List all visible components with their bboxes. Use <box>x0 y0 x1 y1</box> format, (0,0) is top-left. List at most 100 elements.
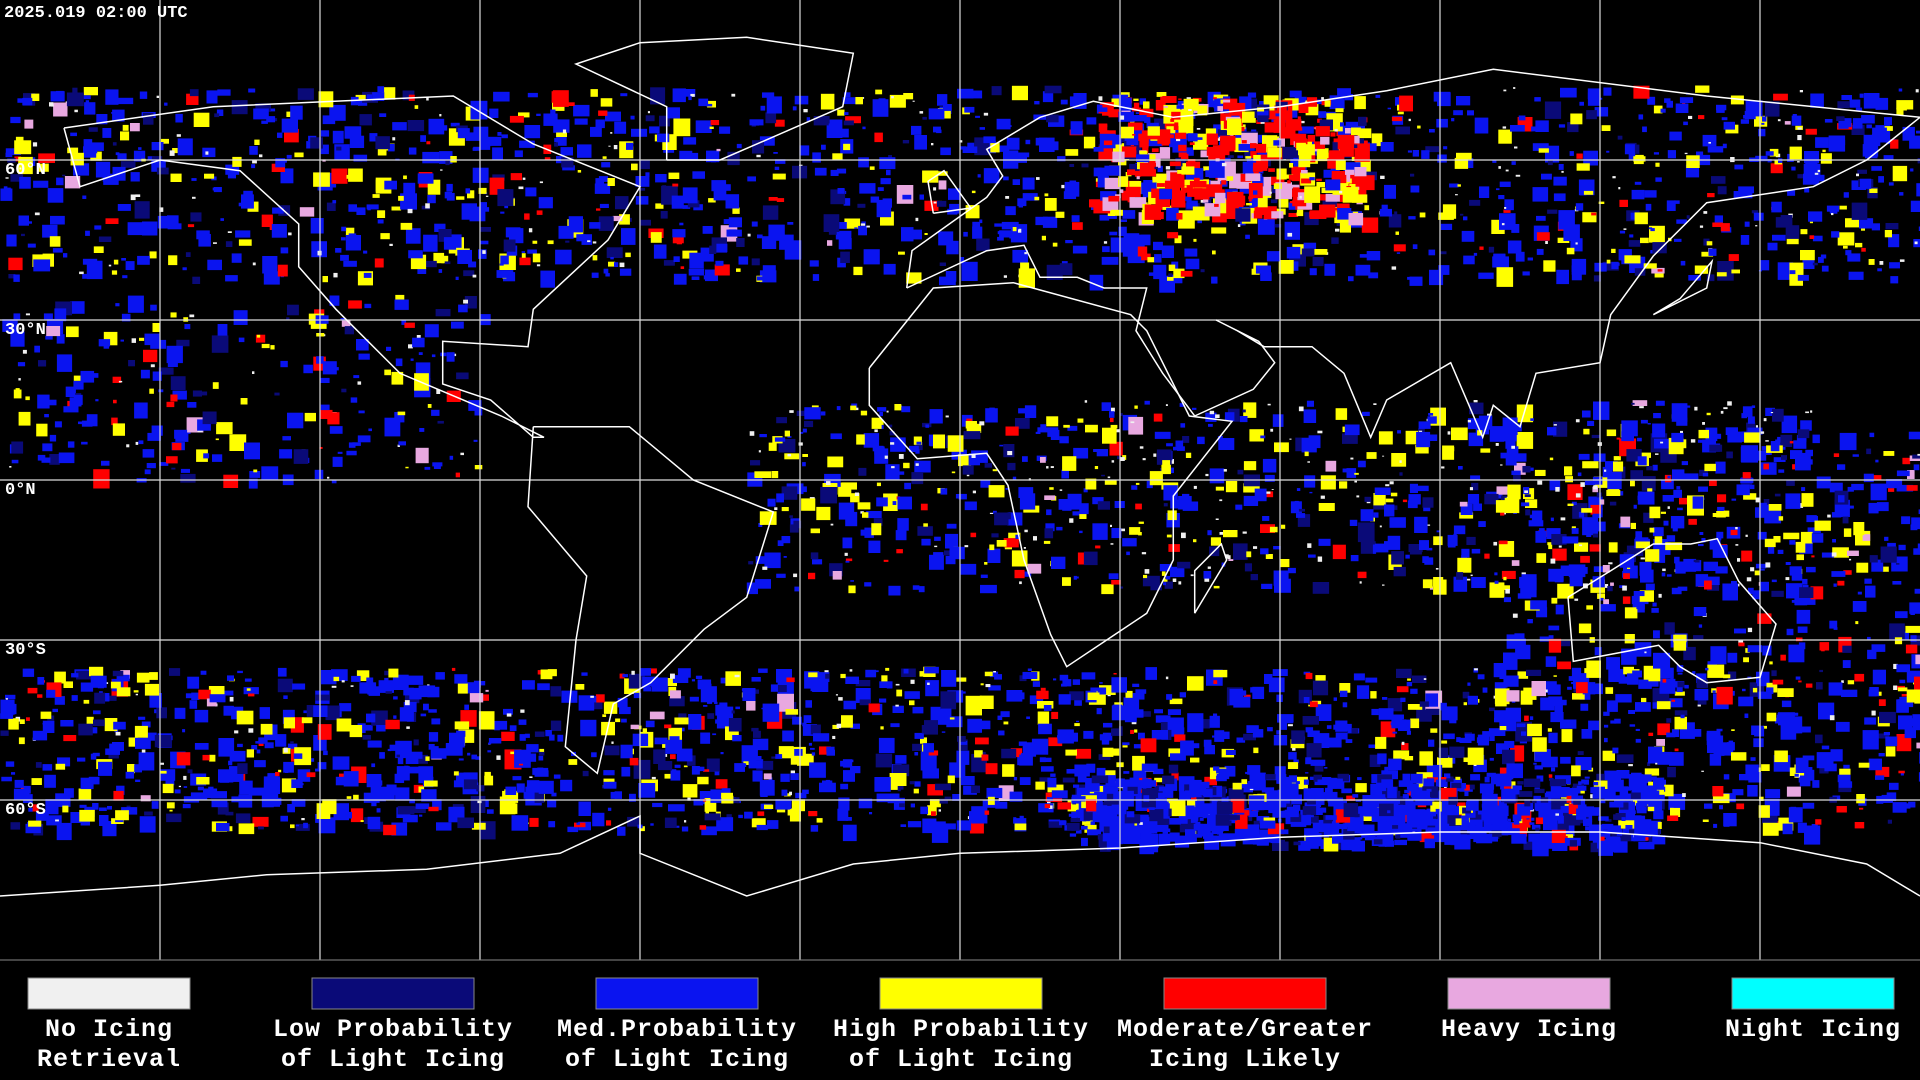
icing-patch <box>979 695 994 709</box>
icing-patch <box>1249 429 1264 442</box>
icing-patch <box>1237 224 1241 227</box>
icing-patch <box>488 738 502 744</box>
icing-patch <box>969 811 983 822</box>
icing-patch <box>1643 263 1657 269</box>
icing-patch <box>350 685 354 687</box>
icing-patch <box>1223 530 1238 538</box>
icing-patch <box>1069 180 1077 188</box>
icing-patch <box>1307 543 1312 548</box>
icing-patch <box>1619 199 1628 207</box>
icing-patch <box>1457 184 1461 187</box>
icing-patch <box>237 670 243 674</box>
icing-patch <box>672 229 686 238</box>
icing-patch <box>1820 153 1832 164</box>
icing-patch <box>1498 195 1505 200</box>
icing-patch <box>415 803 430 809</box>
icing-patch <box>698 98 709 107</box>
icing-patch <box>528 228 533 233</box>
icing-patch <box>519 734 526 741</box>
icing-patch <box>1701 770 1704 772</box>
icing-patch <box>997 236 1004 241</box>
icing-patch <box>707 713 715 719</box>
icing-patch <box>1569 151 1574 156</box>
icing-patch <box>428 744 435 750</box>
icing-patch <box>1758 128 1766 137</box>
icing-patch <box>1174 132 1187 139</box>
icing-patch <box>1479 186 1490 198</box>
icing-patch <box>1673 802 1680 808</box>
icing-patch <box>1135 689 1147 694</box>
icing-patch <box>766 96 782 114</box>
icing-patch <box>751 258 760 266</box>
icing-patch <box>1493 541 1498 546</box>
icing-patch <box>1912 714 1920 731</box>
icing-patch <box>1182 436 1190 443</box>
icing-patch <box>1610 720 1617 724</box>
icing-patch <box>1227 118 1242 136</box>
icing-patch <box>972 221 981 228</box>
icing-patch <box>688 714 702 730</box>
icing-patch <box>749 119 764 126</box>
icing-patch <box>248 787 265 796</box>
icing-patch <box>19 176 31 189</box>
icing-patch <box>997 231 1002 235</box>
icing-patch <box>363 272 372 278</box>
icing-patch <box>1109 417 1114 423</box>
icing-patch <box>134 725 148 738</box>
icing-patch <box>1719 746 1734 756</box>
icing-patch <box>800 486 807 493</box>
icing-patch <box>1100 191 1117 201</box>
icing-patch <box>1504 199 1514 211</box>
icing-patch <box>906 229 922 240</box>
icing-patch <box>1267 403 1271 406</box>
icing-patch <box>465 132 480 141</box>
icing-patch <box>1185 196 1192 201</box>
icing-patch <box>320 130 330 137</box>
icing-patch <box>945 415 949 418</box>
icing-patch <box>519 140 535 148</box>
icing-patch <box>1304 186 1321 203</box>
icing-patch <box>1156 173 1167 180</box>
icing-patch <box>913 436 922 445</box>
icing-patch <box>830 523 834 526</box>
icing-patch <box>432 799 442 811</box>
icing-patch <box>424 780 438 787</box>
icing-patch <box>1130 729 1134 734</box>
icing-patch <box>1407 500 1418 509</box>
icing-patch <box>754 579 771 589</box>
icing-patch <box>485 689 489 692</box>
icing-patch <box>1716 728 1723 732</box>
icing-patch <box>14 779 24 788</box>
icing-patch <box>669 736 680 743</box>
icing-patch <box>1278 199 1289 208</box>
icing-patch <box>532 240 538 244</box>
icing-patch <box>840 673 846 679</box>
icing-patch <box>1566 795 1574 803</box>
icing-patch <box>1707 580 1720 591</box>
icing-patch <box>617 826 626 836</box>
icing-patch <box>1354 143 1370 162</box>
icing-patch <box>787 436 792 438</box>
icing-patch <box>213 242 217 244</box>
icing-patch <box>1237 469 1244 475</box>
icing-patch <box>1532 187 1549 202</box>
icing-patch <box>473 680 481 688</box>
icing-patch <box>1065 749 1077 756</box>
icing-patch <box>254 139 260 145</box>
icing-patch <box>1591 212 1597 216</box>
icing-patch <box>865 669 877 678</box>
icing-patch <box>877 187 884 191</box>
icing-patch <box>359 682 377 694</box>
icing-patch <box>380 233 390 240</box>
icing-patch <box>1252 165 1263 172</box>
icing-patch <box>1496 188 1500 191</box>
icing-patch <box>912 743 925 751</box>
icing-patch <box>1647 488 1653 494</box>
icing-patch <box>901 227 914 242</box>
icing-patch <box>1861 115 1875 124</box>
icing-patch <box>979 127 985 130</box>
icing-patch <box>1511 701 1516 703</box>
icing-patch <box>1366 251 1381 261</box>
icing-patch <box>1247 92 1257 98</box>
icing-patch <box>1368 272 1379 279</box>
